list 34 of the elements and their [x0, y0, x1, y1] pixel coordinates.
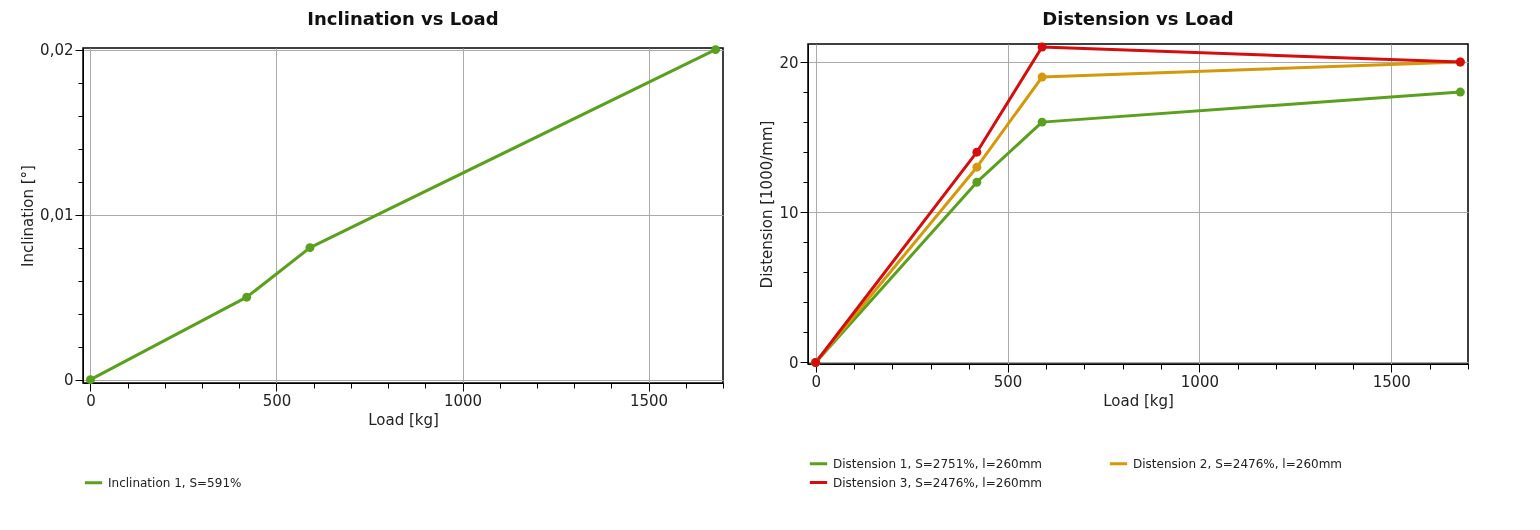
x-tick-label: 0: [86, 391, 96, 410]
y-tick-label: 10: [779, 203, 799, 222]
legend-label: Distension 2, S=2476%, l=260mm: [1133, 456, 1343, 471]
point: [1037, 42, 1047, 52]
y-tick-label: 0,01: [40, 206, 74, 225]
y-tick-label: 0,02: [40, 41, 74, 60]
x-tick-label: 1000: [443, 391, 483, 410]
point: [1455, 87, 1465, 97]
y-axis-title: Inclination [°]: [19, 165, 38, 267]
point: [85, 375, 95, 385]
chart-title: Distension vs Load: [1042, 7, 1234, 29]
legend-label: Inclination 1, S=591%: [108, 475, 242, 490]
point: [972, 147, 982, 157]
legend-label: Distension 1, S=2751%, l=260mm: [833, 456, 1043, 471]
point: [305, 243, 315, 253]
x-tick-label: 0: [811, 372, 821, 391]
x-tick-label: 500: [993, 372, 1023, 391]
point: [242, 292, 252, 302]
point: [711, 45, 721, 55]
point: [1037, 117, 1047, 127]
x-tick-label: 500: [262, 391, 292, 410]
x-tick-label: 1000: [1180, 372, 1219, 391]
x-axis-title: Load [kg]: [1103, 391, 1174, 410]
chart-title: Inclination vs Load: [307, 7, 499, 29]
point: [972, 177, 982, 187]
point: [972, 162, 982, 172]
point: [1037, 72, 1047, 82]
y-axis-title: Distension [1000/mm]: [758, 120, 777, 289]
y-tick-label: 0: [788, 354, 799, 372]
x-axis-title: Load [kg]: [368, 410, 439, 429]
legend-label: Distension 3, S=2476%, l=260mm: [833, 475, 1043, 490]
y-tick-label: 20: [779, 53, 799, 72]
x-tick-label: 1500: [629, 391, 669, 410]
x-tick-label: 1500: [1372, 372, 1411, 391]
